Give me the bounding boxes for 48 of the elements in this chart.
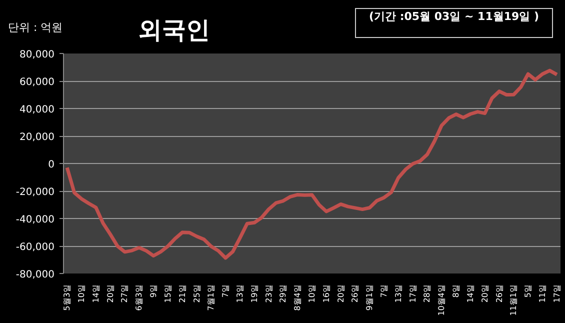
x-tick-label: 20일 bbox=[336, 284, 346, 303]
x-tick-label: 15일 bbox=[163, 284, 172, 303]
x-tick-label: 11월1일 bbox=[509, 284, 518, 316]
x-tick-label: 11일 bbox=[538, 284, 547, 303]
y-tick-label: 40,000 bbox=[20, 104, 55, 116]
x-tick-label: 25일 bbox=[192, 284, 202, 303]
x-tick-label: 13일 bbox=[394, 284, 403, 303]
x-tick-label: 26일 bbox=[350, 284, 360, 303]
x-tick-label: 13일 bbox=[235, 284, 244, 303]
y-tick-label: -80,000 bbox=[16, 270, 55, 280]
x-tick-label: 6월3일 bbox=[134, 284, 144, 311]
x-tick-label: 26일 bbox=[494, 284, 504, 303]
text: 단위 : 억원 bbox=[8, 20, 63, 35]
x-tick-label: 23일 bbox=[264, 284, 274, 303]
x-tick-label: 28일 bbox=[422, 284, 432, 303]
text: (기간 :05월 03일 ~ 11월19일 ) bbox=[355, 8, 553, 38]
x-tick-label: 16일 bbox=[322, 284, 331, 303]
x-tick-label: 14일 bbox=[91, 284, 100, 303]
x-tick-label: 8월4일 bbox=[293, 284, 302, 311]
y-tick-label: 60,000 bbox=[20, 77, 55, 88]
x-tick-label: 17일 bbox=[408, 284, 418, 303]
x-tick-label: 9월1일 bbox=[365, 284, 374, 311]
x-tick-label: 14일 bbox=[466, 284, 475, 303]
y-tick-label: 0 bbox=[48, 160, 55, 170]
x-tick-label: 5일 bbox=[524, 284, 533, 298]
y-tick-label: -40,000 bbox=[16, 214, 55, 226]
chart-title: 외국인 bbox=[138, 15, 210, 46]
x-tick-label: 20일 bbox=[480, 284, 490, 303]
x-tick-label: 5월3일 bbox=[62, 284, 72, 311]
x-tick-label: 7일 bbox=[221, 284, 230, 298]
x-tick-label: 7일 bbox=[380, 284, 389, 298]
x-tick-label: 10일 bbox=[308, 284, 316, 303]
x-tick-label: 10월4일 bbox=[437, 284, 446, 316]
x-tick-label: 10일 bbox=[77, 284, 86, 303]
x-tick-label: 21일 bbox=[178, 284, 187, 303]
x-tick-label: 9일 bbox=[149, 284, 158, 298]
x-tick-label: 20일 bbox=[106, 284, 115, 303]
x-tick-label: 29일 bbox=[278, 284, 288, 303]
y-tick-label: -20,000 bbox=[16, 187, 55, 198]
y-tick-label: 20,000 bbox=[20, 132, 55, 143]
line-series bbox=[65, 68, 559, 260]
y-tick-label: -60,000 bbox=[16, 242, 55, 253]
x-tick-label: 8일 bbox=[452, 284, 461, 298]
x-tick-label: 19일 bbox=[250, 284, 259, 303]
x-tick-label: 17일 bbox=[552, 284, 562, 303]
y-tick-label: 80,000 bbox=[20, 50, 55, 60]
x-tick-label: 27일 bbox=[120, 284, 130, 303]
x-tick-label: 7월1일 bbox=[206, 284, 216, 311]
